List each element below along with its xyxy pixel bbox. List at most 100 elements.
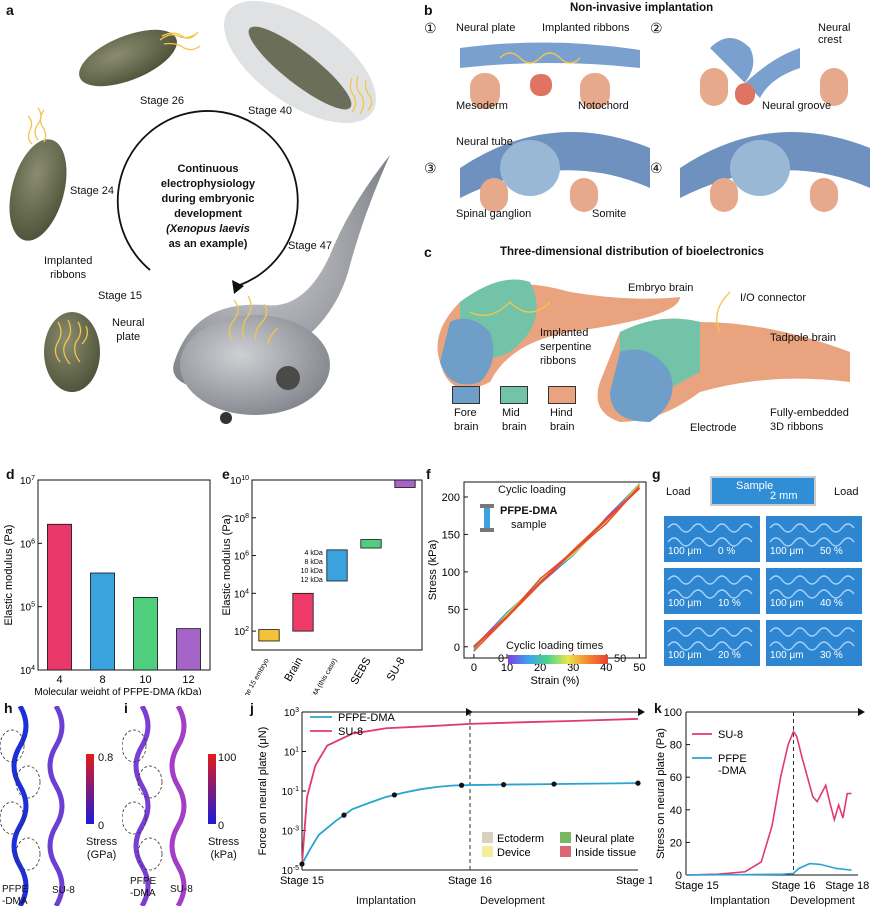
i-cb-min: 0 [218,820,225,832]
serpentine-pattern [769,575,855,599]
d-ytick-label: 107 [20,475,35,487]
serpentine-pattern [769,627,855,651]
center-caption: Continuous electrophysiology during embr… [160,163,256,250]
f-ytick-label: 50 [448,604,460,616]
tile-strain: 30 % [820,650,843,661]
stress-colorbar [208,754,216,824]
development-cycle-arrow [116,110,299,286]
panel-d-label: d [6,466,15,482]
h-right: SU-8 [52,885,75,896]
panel-g-label: g [652,466,661,482]
d-category-label: 12 [182,674,194,686]
f-xtick-label: 10 [501,662,513,674]
serpentine-pattern [667,523,753,547]
d-ytick-label: 105 [20,602,35,614]
cyclic-colorbar [508,655,608,664]
panel-e-label: e [222,466,230,482]
embryo-stage-24 [9,139,67,241]
j-arrowhead [638,708,645,716]
dashed-outline [15,837,41,871]
j-marker [341,812,347,818]
k-ytick-label: 40 [670,805,682,817]
stage-15-label: Stage 15 [98,290,143,302]
dashed-outline [122,801,147,835]
cyclic-loading-label: Cyclic loading [498,484,566,496]
e-category-label: SU-8 [385,656,408,684]
brain-legend-swatch [452,386,480,404]
dashed-outline [0,729,25,763]
f-ytick-label: 150 [442,529,460,541]
panel-h-label: h [4,700,13,716]
j-legend-label: SU-8 [338,726,363,738]
k-arrowhead [858,708,865,716]
brain-legend-swatch [548,386,576,404]
pfpe-sample-label: PFPE-DMA sample [500,505,558,531]
f-xtick-label: 30 [567,662,579,674]
j-legend-label: PFPE-DMA [338,712,396,724]
panel-f-label: f [426,466,431,482]
k-legend-label: SU-8 [718,729,743,741]
tissue-label: Device [497,847,531,859]
tissue-label: Inside tissue [575,847,636,859]
e-ytick-label: 104 [234,588,249,600]
e-ytick-label: 106 [234,551,249,563]
panel-j-label: j [250,700,254,716]
e-ytick-label: 1010 [230,475,249,487]
d-ytick-label: 106 [20,538,35,550]
d-bar [133,597,158,671]
i-cb-max: 100 [218,752,237,764]
strain-tile: 100 μm 20 % [664,620,760,666]
tile-scale: 100 μm [668,598,702,609]
d-bar [90,572,115,671]
brain-legend-label: Hind brain [550,407,575,433]
e-category-label: Stage 15 embryo [238,657,271,695]
j-ytick-label: 10-3 [282,826,299,838]
j-ytick-label: 10-5 [282,865,299,877]
d-category-label: 8 [99,674,105,686]
e-ytick-label: 102 [234,626,249,638]
su8-serpentine [169,706,187,906]
fully-embedded-label: Fully-embedded 3D ribbons [770,407,849,433]
panel-g: Load Load Sample 2 mm 100 μm 0 % 100 μm 50 … [652,476,880,671]
tile-scale: 100 μm [668,546,702,557]
j-ytick-label: 103 [284,707,299,719]
h-cb-title: Stress (GPa) [86,836,118,861]
panel-a-label: a [6,2,14,18]
k-xtick-label: Stage 15 [675,880,719,892]
k-ytick-label: 100 [664,707,682,719]
electrode-label: Electrode [690,422,737,434]
k-series-line [685,729,852,876]
k-ytick-label: 80 [670,740,682,752]
k-legend-label: -DMA [718,765,747,777]
j-marker [391,792,397,798]
implanted-ribbons-label: Implanted ribbons [44,255,93,281]
j-marker [299,861,305,867]
implanted-serpentine-label: Implanted serpentine ribbons [540,327,592,367]
stress-colorbar [86,754,94,824]
panel-c-illustration [437,279,850,422]
d-category-label: 4 [56,674,62,686]
tissue-swatch [482,846,493,857]
tissue-swatch [482,832,493,843]
stage-26-label: Stage 26 [140,95,185,107]
embryo-stage-26 [79,29,177,87]
stage-40-label: Stage 40 [248,105,293,117]
k-xtick-label: Stage 16 [771,880,815,892]
cb-min-f: 0 [498,653,505,665]
d-ytick-label: 104 [20,665,35,677]
tissue-swatch [560,846,571,857]
stage-47-label: Stage 47 [288,240,333,252]
j-phase-left: Implantation [356,895,416,907]
load-right: Load [834,486,859,498]
k-xtick-label: Stage 18 [825,880,869,892]
f-ytick-label: 0 [454,642,460,654]
e-frame [251,479,423,651]
d-frame [37,479,211,671]
pfpe-serpentine [11,706,29,906]
notochord-b: Notochord [578,100,629,112]
serpentine-pattern [667,627,753,651]
somite-b: Somite [592,208,627,220]
panel-k-label: k [654,700,662,716]
